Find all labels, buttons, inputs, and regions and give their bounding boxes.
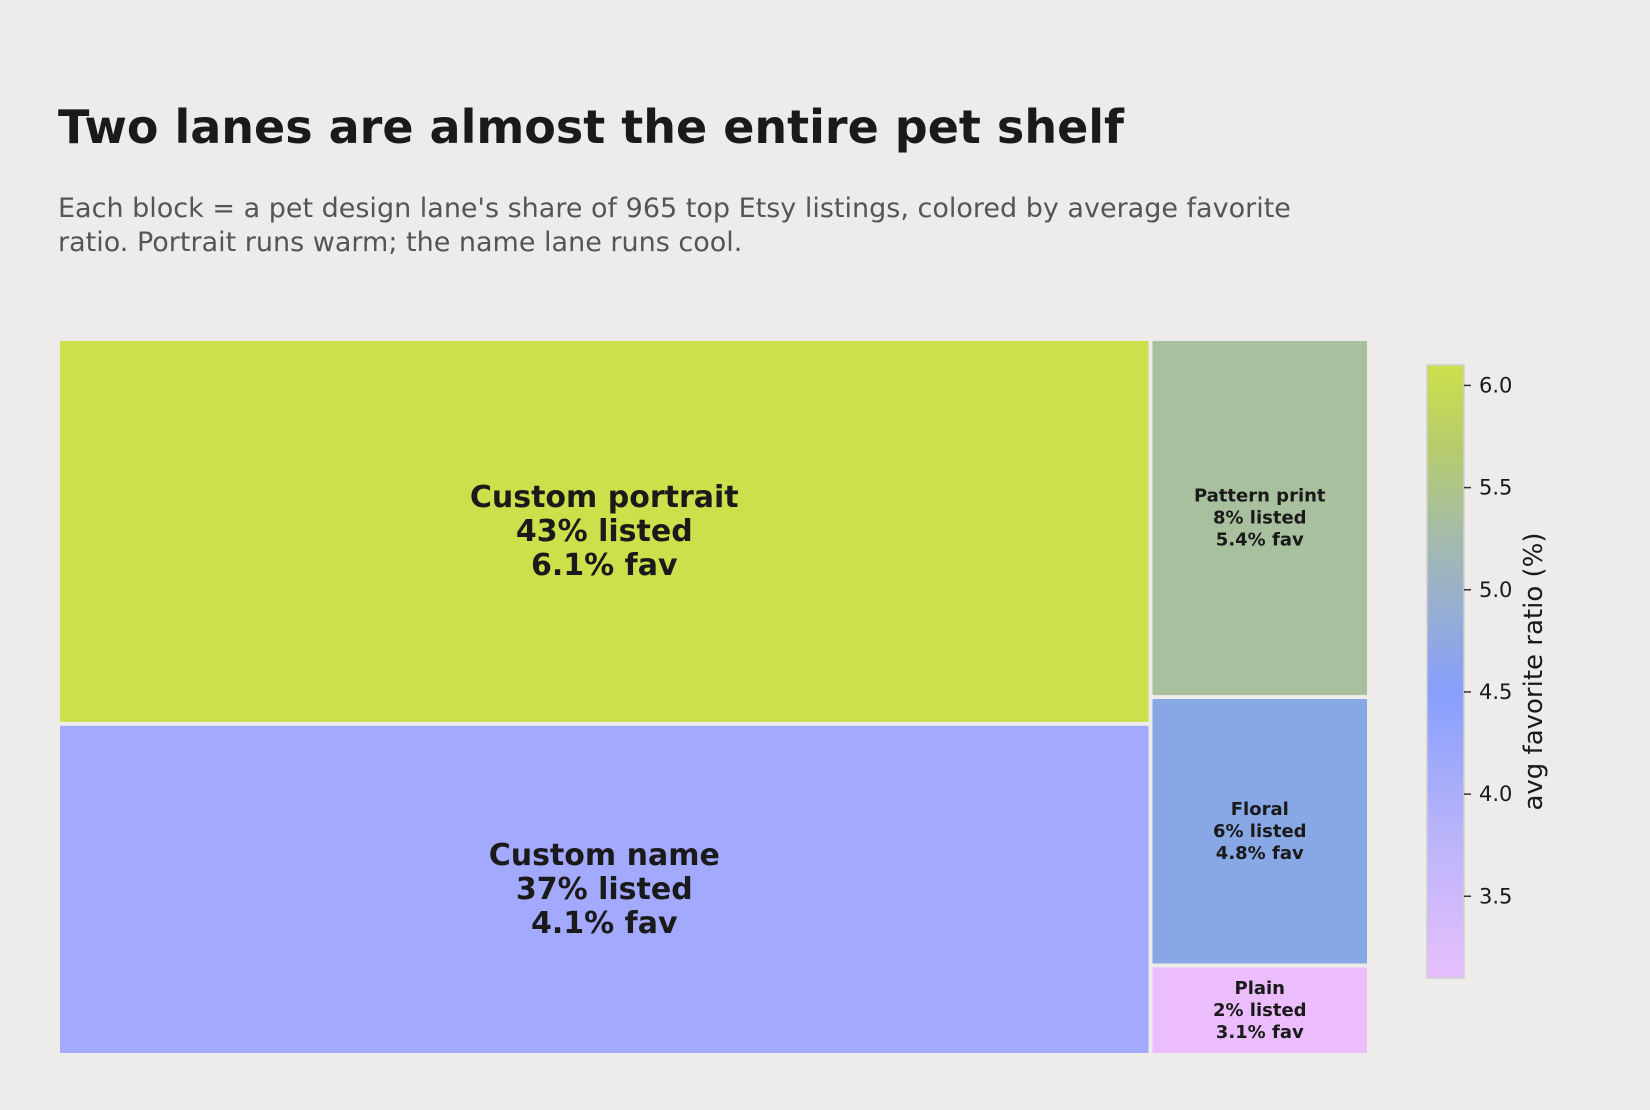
tile-listed-pattern-print: 8% listed bbox=[1213, 508, 1307, 529]
chart-subtitle: Each block = a pet design lane's share o… bbox=[58, 193, 1291, 258]
tile-rect-custom-name bbox=[60, 725, 1149, 1053]
tile-rect-plain bbox=[1152, 967, 1367, 1053]
colorbar-tick-label: 4.5 bbox=[1479, 680, 1512, 704]
colorbar-tick-label: 4.0 bbox=[1479, 782, 1512, 806]
tile-name-pattern-print: Pattern print bbox=[1194, 486, 1326, 507]
tile-fav-plain: 3.1% fav bbox=[1216, 1022, 1304, 1043]
tile-listed-custom-portrait: 43% listed bbox=[516, 514, 693, 549]
tile-fav-pattern-print: 5.4% fav bbox=[1216, 530, 1304, 551]
colorbar-tick-label: 3.5 bbox=[1479, 884, 1512, 908]
tile-listed-custom-name: 37% listed bbox=[516, 872, 693, 907]
tile-listed-floral: 6% listed bbox=[1213, 821, 1307, 842]
colorbar-gradient bbox=[1426, 364, 1465, 979]
tile-fav-custom-name: 4.1% fav bbox=[531, 906, 678, 941]
tile-rect-custom-portrait bbox=[60, 341, 1149, 722]
colorbar-tick-label: 5.5 bbox=[1479, 476, 1512, 500]
tile-name-floral: Floral bbox=[1231, 799, 1289, 820]
tile-rect-floral bbox=[1152, 699, 1367, 964]
tile-name-plain: Plain bbox=[1235, 978, 1286, 999]
colorbar-tick-label: 5.0 bbox=[1479, 578, 1512, 602]
colorbar-tick-label: 6.0 bbox=[1479, 373, 1512, 397]
tile-name-custom-name: Custom name bbox=[489, 838, 720, 873]
colorbar: 3.5 4.0 4.5 5.0 5.5 6.0 avg favorite ratio (%) bbox=[1426, 364, 1549, 979]
tile-listed-plain: 2% listed bbox=[1213, 1000, 1307, 1021]
chart-title: Two lanes are almost the entire pet shel… bbox=[58, 100, 1125, 154]
tile-name-custom-portrait: Custom portrait bbox=[470, 480, 739, 515]
tile-fav-floral: 4.8% fav bbox=[1216, 843, 1304, 864]
colorbar-label: avg favorite ratio (%) bbox=[1519, 532, 1549, 810]
tile-fav-custom-portrait: 6.1% fav bbox=[531, 548, 678, 583]
tile-rect-pattern-print bbox=[1152, 341, 1367, 695]
